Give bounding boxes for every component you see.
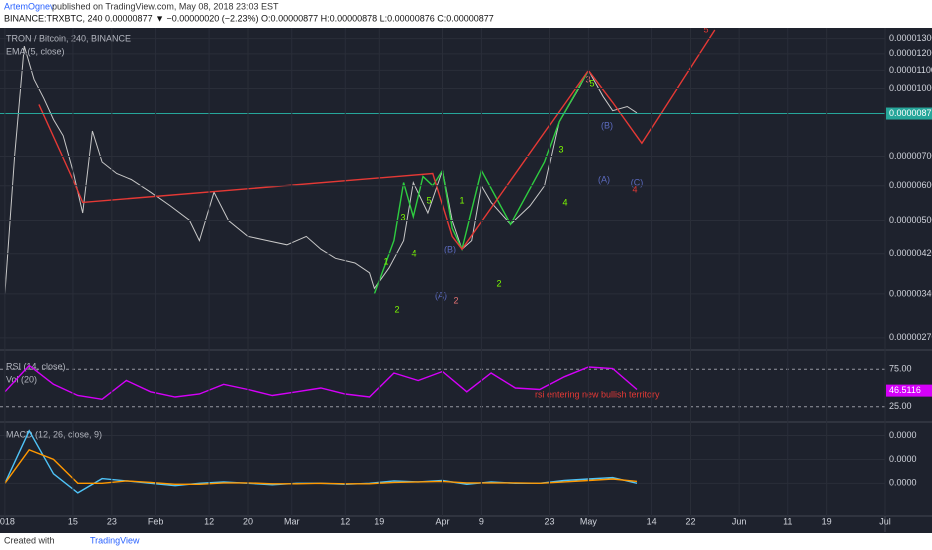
x-tick-label: 9: [479, 516, 484, 526]
x-tick-label: 2018: [0, 516, 15, 526]
series-line: [373, 70, 590, 295]
x-tick-label: 12: [204, 516, 214, 526]
wave-label: 5: [703, 24, 708, 34]
panel-title: RSI (14, close): [6, 361, 66, 371]
y-tick-label: 0.00000270: [889, 332, 932, 342]
x-tick-label: 19: [374, 516, 384, 526]
wave-label: 3: [558, 144, 563, 154]
y-tick-label: 75.00: [889, 364, 912, 374]
wave-label: 2: [496, 278, 501, 288]
y-tick-label: 0.00000420: [889, 248, 932, 258]
y-tick-label: 0.0000: [889, 478, 917, 488]
wave-label: 4: [562, 197, 567, 207]
x-tick-label: 19: [822, 516, 832, 526]
wave-label: 3: [400, 212, 405, 222]
y-tick-label: 0.00001000: [889, 83, 932, 93]
x-tick-label: 12: [340, 516, 350, 526]
series-line: [38, 29, 716, 251]
x-tick-label: 15: [68, 516, 78, 526]
wave-label: 2: [394, 304, 399, 314]
wave-label: 1: [383, 256, 388, 266]
wave-label: 5: [589, 78, 594, 88]
published: published on TradingView.com, May 08, 20…: [52, 1, 279, 11]
annotation: rsi entering new bullish territory: [535, 389, 660, 399]
chart-background: [0, 28, 932, 533]
x-tick-label: 23: [544, 516, 554, 526]
series-line: [4, 449, 638, 485]
panel-subtitle: Vol (20): [6, 374, 37, 384]
author[interactable]: ArtemOgnev: [4, 1, 55, 11]
last-value: 46.5116: [889, 385, 921, 395]
panel-title: TRON / Bitcoin, 240, BINANCE: [6, 33, 131, 43]
y-tick-label: 0.00001200: [889, 48, 932, 58]
x-tick-label: Jun: [732, 516, 747, 526]
wave-label: (A): [598, 174, 610, 184]
y-tick-label: 0.00000500: [889, 215, 932, 225]
y-tick-label: 0.00001300: [889, 33, 932, 43]
created-with: Created with: [4, 535, 55, 545]
last-value-bg: [886, 384, 932, 397]
x-tick-label: Mar: [284, 516, 300, 526]
y-tick-label: 0.00001100: [889, 65, 932, 75]
symbol-line: BINANCE:TRXBTC, 240 0.00000877 ▼ −0.0000…: [4, 13, 494, 23]
wave-label: (B): [444, 244, 456, 254]
y-tick-label: 0.00000700: [889, 151, 932, 161]
x-tick-label: 14: [647, 516, 657, 526]
wave-label: (B): [601, 120, 613, 130]
wave-label: 2: [453, 295, 458, 305]
brand[interactable]: TradingView: [90, 535, 140, 545]
wave-label: 4: [632, 184, 637, 194]
wave-label: (C): [631, 177, 644, 187]
x-tick-label: May: [580, 516, 598, 526]
x-tick-label: Jul: [879, 516, 891, 526]
price-label-bg: [886, 107, 932, 120]
y-tick-label: 25.00: [889, 401, 912, 411]
y-tick-label: 0.0000: [889, 454, 917, 464]
wave-label: 5: [426, 195, 431, 205]
wave-label: (A): [435, 290, 447, 300]
panel-subtitle: EMA (5, close): [6, 46, 65, 56]
x-tick-label: 23: [107, 516, 117, 526]
y-tick-label: 0.00000600: [889, 180, 932, 190]
y-tick-label: 0.0000: [889, 430, 917, 440]
panel-title: MACD (12, 26, close, 9): [6, 429, 102, 439]
x-tick-label: 20: [243, 516, 253, 526]
series-line: [4, 364, 638, 401]
y-tick-label: 0.00000340: [889, 288, 932, 298]
x-tick-label: 22: [685, 516, 695, 526]
wave-label: 1: [459, 195, 464, 205]
x-tick-label: 11: [783, 516, 792, 526]
x-tick-label: Feb: [148, 516, 164, 526]
price-label: 0.00000877: [889, 108, 932, 118]
x-tick-label: Apr: [435, 516, 449, 526]
